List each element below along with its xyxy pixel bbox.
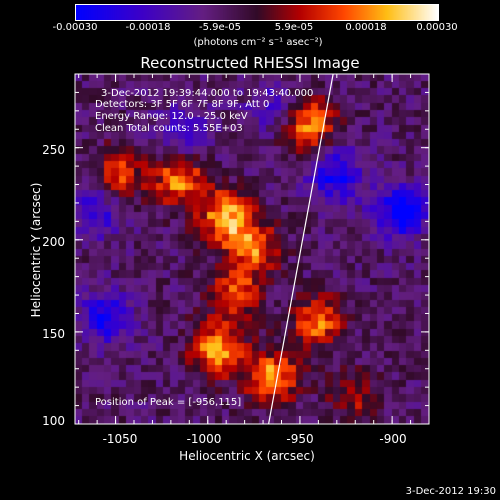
y-tick-label: 150 (42, 327, 65, 341)
x-axis-title: Heliocentric X (arcsec) (179, 449, 315, 463)
heatmap-image (75, 74, 429, 424)
peak-annotation: Position of Peak = [-956,115] (95, 397, 242, 408)
colorbar-tick: -0.00030 (52, 22, 98, 33)
chart-title: Reconstructed RHESSI Image (140, 54, 360, 72)
colorbar-units: (photons cm⁻² s⁻¹ asec⁻²) (193, 37, 323, 48)
time-range-annotation: 3-Dec-2012 19:39:44.000 to 19:43:40.000 (101, 88, 314, 99)
y-tick-label: 100 (42, 414, 65, 428)
colorbar-tick: -0.00018 (125, 22, 171, 33)
detectors-annotation: Detectors: 3F 5F 6F 7F 8F 9F, Att 0 (95, 99, 270, 110)
y-axis-title: Heliocentric Y (arcsec) (29, 182, 43, 318)
solar-limb-line (268, 73, 334, 425)
colorbar-tick: -5.9e-05 (199, 22, 241, 33)
x-tick-label: -950 (286, 432, 314, 446)
colorbar-tick: 0.00030 (416, 22, 458, 33)
colorbar-tick: 0.00018 (345, 22, 387, 33)
plot-frame (74, 73, 430, 425)
energy-annotation: Energy Range: 12.0 - 25.0 keV (95, 111, 248, 122)
x-tick-label: -900 (379, 432, 407, 446)
colorbar-tick: 5.9e-05 (274, 22, 314, 33)
footer-timestamp: 3-Dec-2012 19:30 (405, 486, 496, 497)
colorbar (75, 4, 439, 21)
clean-annotation: Clean Total counts: 5.55E+03 (95, 123, 243, 134)
y-tick-label: 250 (42, 143, 65, 157)
x-tick-label: -1000 (186, 432, 222, 446)
y-tick-label: 200 (42, 235, 65, 249)
x-tick-label: -1050 (102, 432, 138, 446)
